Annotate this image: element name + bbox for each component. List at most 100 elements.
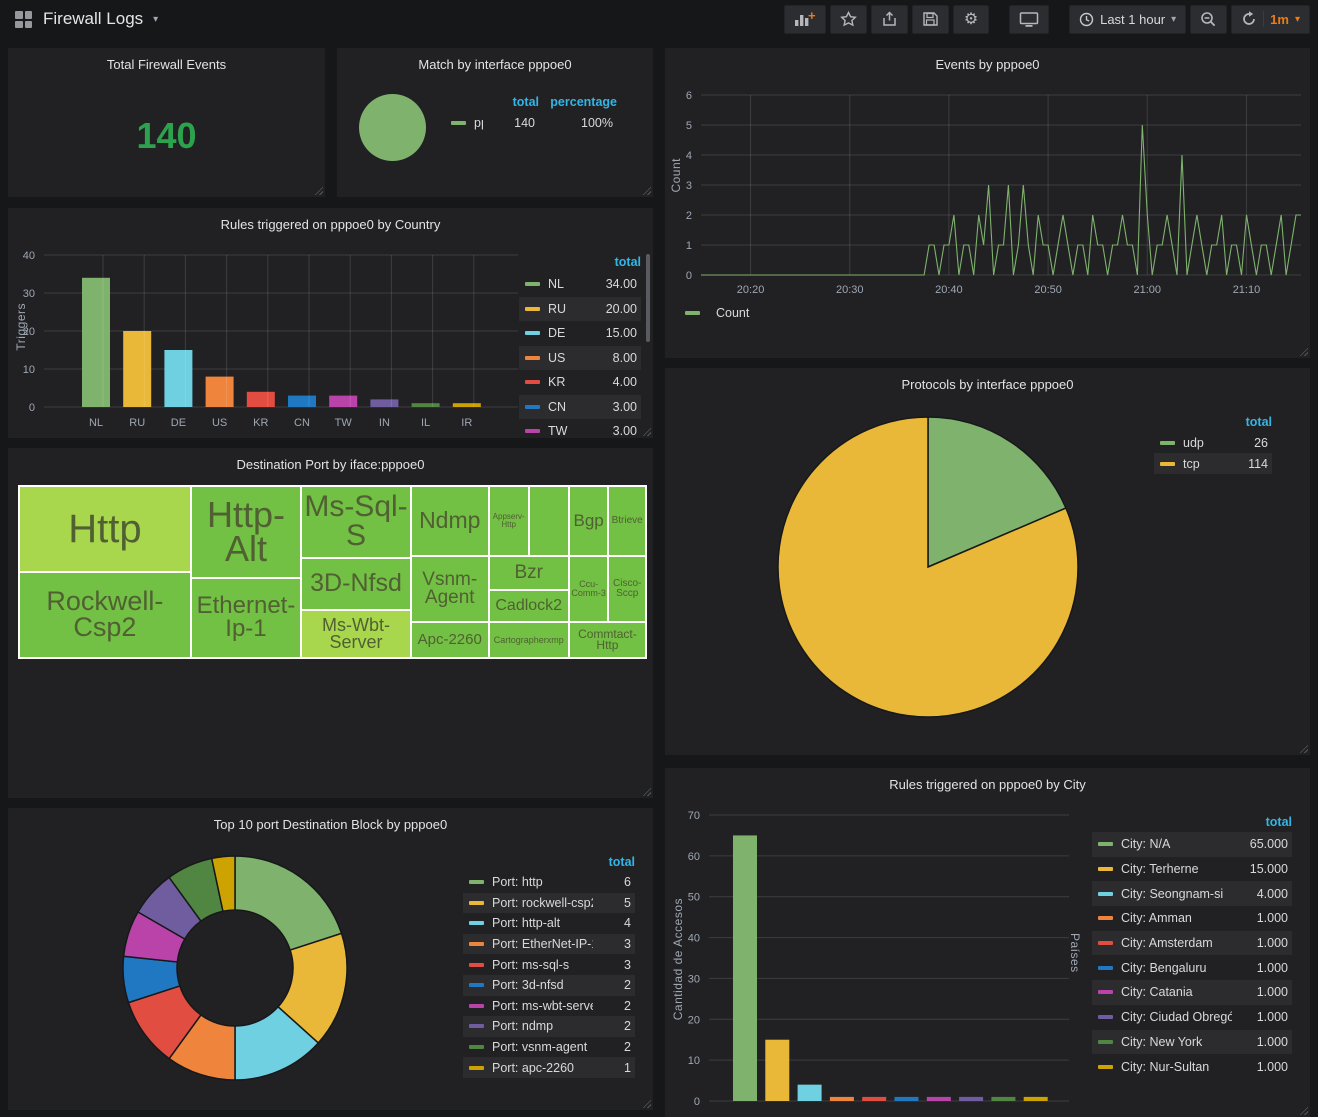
panel-title[interactable]: Top 10 port Destination Block by pppoe0 bbox=[213, 816, 448, 832]
bar-City: Bengaluru[interactable] bbox=[894, 1096, 919, 1101]
bar-RU[interactable] bbox=[123, 331, 152, 407]
legend-row[interactable]: City: Terherne 15.000 bbox=[1092, 857, 1292, 882]
events-legend[interactable]: Count bbox=[685, 306, 749, 320]
legend-row[interactable]: City: Bengaluru 1.000 bbox=[1092, 955, 1292, 980]
match-pie[interactable] bbox=[359, 94, 426, 161]
treemap-cell-ccu-comm-3[interactable]: Ccu-Comm-3 bbox=[568, 555, 609, 623]
treemap-cell-ethernet-ip-1[interactable]: Ethernet-Ip-1 bbox=[190, 577, 302, 658]
panel-resize-handle[interactable] bbox=[314, 186, 323, 195]
legend-row[interactable]: DE 15.00 bbox=[519, 321, 641, 346]
settings-button[interactable]: ⚙ bbox=[953, 4, 990, 34]
bar-IL[interactable] bbox=[411, 403, 440, 407]
slice-Port: http[interactable] bbox=[234, 855, 343, 952]
treemap-cell-cadlock2[interactable]: Cadlock2 bbox=[488, 589, 569, 623]
treemap-cell-btrieve[interactable]: Btrieve bbox=[608, 486, 646, 556]
panel-title[interactable]: Total Firewall Events bbox=[106, 56, 227, 72]
legend-row[interactable]: Port: ms-wbt-server 2 bbox=[463, 996, 635, 1017]
panel-title[interactable]: Rules triggered on pppoe0 by Country bbox=[220, 216, 441, 232]
treemap-cell-vsnm-agent[interactable]: Vsnm-Agent bbox=[410, 555, 489, 623]
treemap-cell-commtact-http[interactable]: Commtact-Http bbox=[568, 622, 646, 658]
panel-resize-handle[interactable] bbox=[642, 787, 651, 796]
legend-row[interactable]: City: Nur-Sultan 1.000 bbox=[1092, 1054, 1292, 1079]
bar-DE[interactable] bbox=[164, 350, 193, 407]
slice-Port: http-alt[interactable] bbox=[234, 1005, 320, 1081]
bar-City: Ciudad Obregón[interactable] bbox=[959, 1096, 984, 1101]
treemap-cell-rockwell-csp2[interactable]: Rockwell-Csp2 bbox=[19, 571, 191, 658]
legend-row[interactable]: KR 4.00 bbox=[519, 370, 641, 395]
slice-Port: vsnm-agent[interactable] bbox=[168, 857, 224, 923]
panel-title[interactable]: Events by pppoe0 bbox=[935, 56, 1040, 72]
bar-City: Terherne[interactable] bbox=[765, 1039, 790, 1101]
treemap-cell-ms-wbt-server[interactable]: Ms-Wbt-Server bbox=[301, 610, 411, 658]
star-button[interactable] bbox=[830, 4, 868, 34]
bar-City: Amman[interactable] bbox=[829, 1096, 854, 1101]
bar-City: Catania[interactable] bbox=[926, 1096, 951, 1101]
share-button[interactable] bbox=[871, 4, 909, 34]
treemap-cell-bzr[interactable]: Bzr bbox=[488, 555, 569, 590]
legend-row[interactable]: City: Amman 1.000 bbox=[1092, 906, 1292, 931]
legend-scrollbar[interactable] bbox=[646, 254, 650, 342]
legend-row[interactable]: City: New York 1.000 bbox=[1092, 1029, 1292, 1055]
panel-resize-handle[interactable] bbox=[642, 1099, 651, 1108]
treemap-cell-appserv-http[interactable]: Appserv-Http bbox=[488, 486, 529, 556]
time-range-picker[interactable]: Last 1 hour ▾ bbox=[1069, 4, 1187, 34]
legend-row[interactable]: NL 34.00 bbox=[519, 272, 641, 297]
treemap-cell-3d-nfsd[interactable]: 3D-Nfsd bbox=[301, 557, 411, 611]
legend-row[interactable]: US 8.00 bbox=[519, 345, 641, 370]
panel-resize-handle[interactable] bbox=[642, 427, 651, 436]
legend-row[interactable]: City: Amsterdam 1.000 bbox=[1092, 930, 1292, 956]
panel-resize-handle[interactable] bbox=[1299, 1106, 1308, 1115]
treemap-cell-apc-2260[interactable]: Apc-2260 bbox=[410, 622, 489, 658]
slice-Port: rockwell-csp2[interactable] bbox=[277, 932, 348, 1045]
time-series-line[interactable] bbox=[701, 124, 1301, 276]
legend-row[interactable]: City: Seongnam-si 4.000 bbox=[1092, 881, 1292, 907]
legend-row[interactable]: RU 20.00 bbox=[519, 296, 641, 321]
refresh-button[interactable]: 1m ▾ bbox=[1231, 4, 1310, 34]
treemap-cell-ndmp[interactable]: Ndmp bbox=[410, 486, 489, 556]
save-button[interactable] bbox=[912, 4, 950, 34]
legend-row[interactable]: Port: vsnm-agent 2 bbox=[463, 1037, 635, 1058]
panel-resize-handle[interactable] bbox=[642, 186, 651, 195]
legend-row[interactable]: pppoe0 140 100% bbox=[445, 112, 617, 133]
treemap-cell[interactable] bbox=[528, 486, 569, 556]
bar-IN[interactable] bbox=[370, 399, 399, 407]
legend-row[interactable]: City: N/A 65.000 bbox=[1092, 832, 1292, 857]
treemap-cell-cisco-sccp[interactable]: Cisco-Sccp bbox=[608, 555, 646, 623]
slice-tcp[interactable] bbox=[777, 416, 1079, 718]
slice-udp[interactable] bbox=[927, 416, 1067, 569]
bar-NL[interactable] bbox=[82, 277, 110, 407]
treemap-cell-http[interactable]: Http bbox=[19, 486, 191, 572]
slice-Port: ndmp[interactable] bbox=[136, 876, 202, 941]
legend-row[interactable]: Port: apc-2260 1 bbox=[463, 1057, 635, 1078]
panel-title[interactable]: Rules triggered on pppoe0 by City bbox=[889, 776, 1086, 792]
slice-Port: ms-sql-s[interactable] bbox=[127, 984, 202, 1060]
bar-KR[interactable] bbox=[246, 391, 275, 407]
slice-Port: EtherNet-IP-1[interactable] bbox=[168, 1013, 236, 1081]
legend-row[interactable]: City: Ciudad Obregón 1.000 bbox=[1092, 1005, 1292, 1030]
legend-row[interactable]: Port: http-alt 4 bbox=[463, 913, 635, 934]
dashboard-title-caret-icon[interactable]: ▾ bbox=[153, 13, 159, 25]
legend-row[interactable]: Port: ms-sql-s 3 bbox=[463, 954, 635, 975]
bar-City: Seongnam-si[interactable] bbox=[797, 1084, 822, 1101]
legend-row[interactable]: Port: ndmp 2 bbox=[463, 1016, 635, 1037]
legend-row[interactable]: Port: 3d-nfsd 2 bbox=[463, 974, 635, 996]
treemap-cell-bgp[interactable]: Bgp bbox=[568, 486, 609, 556]
bar-City: Amsterdam[interactable] bbox=[862, 1096, 887, 1101]
legend-row[interactable]: TW 3.00 bbox=[519, 419, 641, 438]
legend-row[interactable]: City: Catania 1.000 bbox=[1092, 980, 1292, 1005]
treemap-cell-http-alt[interactable]: Http-Alt bbox=[190, 486, 302, 578]
zoom-out-button[interactable] bbox=[1190, 4, 1228, 34]
dashboards-grid-icon[interactable] bbox=[14, 10, 33, 29]
bar-US[interactable] bbox=[205, 376, 234, 407]
slice-Port: apc-2260[interactable] bbox=[210, 855, 236, 913]
bar-City: N/A[interactable] bbox=[733, 835, 757, 1101]
legend-row[interactable]: tcp 114 bbox=[1154, 453, 1272, 474]
bar-City: Nur-Sultan[interactable] bbox=[1023, 1096, 1048, 1101]
treemap-cell-ms-sql-s[interactable]: Ms-Sql-S bbox=[301, 486, 411, 558]
panel-title[interactable]: Destination Port by iface:pppoe0 bbox=[236, 456, 425, 472]
tv-mode-button[interactable] bbox=[1009, 4, 1050, 34]
bar-TW[interactable] bbox=[329, 395, 358, 407]
bar-IR[interactable] bbox=[452, 403, 481, 407]
treemap-cell-cartographerxmp[interactable]: Cartographerxmp bbox=[488, 622, 569, 658]
panel-resize-handle[interactable] bbox=[1299, 347, 1308, 356]
